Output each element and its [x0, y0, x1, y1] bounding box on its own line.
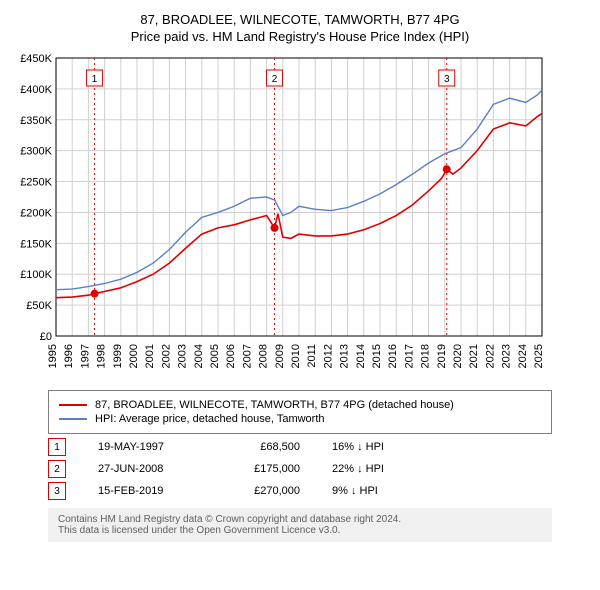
svg-text:2016: 2016 [387, 344, 399, 368]
svg-text:2019: 2019 [436, 344, 448, 368]
marker-table-row: 2 27-JUN-2008 £175,000 22% ↓ HPI [48, 460, 552, 478]
svg-text:£100K: £100K [20, 269, 52, 281]
svg-text:2009: 2009 [274, 344, 286, 368]
chart-area: £0 £50K £100K £150K £200K £250K £300K £350K £400… [10, 52, 590, 382]
legend-label: 87, BROADLEE, WILNECOTE, TAMWORTH, B77 4… [95, 399, 454, 411]
svg-text:2000: 2000 [128, 344, 140, 368]
chart-svg: £0 £50K £100K £150K £200K £250K £300K £350K £400… [10, 52, 550, 382]
marker-diff: 22% ↓ HPI [332, 463, 384, 475]
legend-label: HPI: Average price, detached house, Tamw… [95, 413, 325, 425]
chart-subtitle: Price paid vs. HM Land Registry's House … [10, 29, 590, 44]
marker-date: 15-FEB-2019 [98, 485, 198, 497]
svg-text:2011: 2011 [306, 344, 318, 368]
marker-price: £270,000 [230, 485, 300, 497]
svg-text:2005: 2005 [209, 344, 221, 368]
svg-text:2014: 2014 [355, 344, 367, 368]
marker-number-box: 1 [48, 438, 66, 456]
svg-text:2018: 2018 [420, 344, 432, 368]
svg-text:£200K: £200K [20, 207, 52, 219]
marker-price: £68,500 [230, 441, 300, 453]
svg-text:2017: 2017 [403, 344, 415, 368]
svg-text:£450K: £450K [20, 53, 52, 65]
footer-line-1: Contains HM Land Registry data © Crown c… [58, 514, 542, 525]
svg-text:2020: 2020 [452, 344, 464, 368]
legend-row: HPI: Average price, detached house, Tamw… [59, 413, 541, 425]
svg-text:2001: 2001 [144, 344, 156, 368]
svg-text:£0: £0 [40, 331, 52, 343]
svg-text:£400K: £400K [20, 84, 52, 96]
marker-diff: 9% ↓ HPI [332, 485, 378, 497]
svg-text:2015: 2015 [371, 344, 383, 368]
svg-text:£350K: £350K [20, 115, 52, 127]
svg-text:1997: 1997 [79, 344, 91, 368]
legend-swatch [59, 404, 87, 406]
svg-text:2021: 2021 [468, 344, 480, 368]
marker-number-box: 3 [48, 482, 66, 500]
svg-text:1996: 1996 [63, 344, 75, 368]
svg-text:£50K: £50K [26, 300, 52, 312]
svg-text:2008: 2008 [258, 344, 270, 368]
svg-text:£150K: £150K [20, 238, 52, 250]
svg-text:2010: 2010 [290, 344, 302, 368]
svg-text:2013: 2013 [339, 344, 351, 368]
chart-title: 87, BROADLEE, WILNECOTE, TAMWORTH, B77 4… [10, 12, 590, 27]
svg-text:2025: 2025 [533, 344, 545, 368]
legend-swatch [59, 418, 87, 420]
marker-table-row: 1 19-MAY-1997 £68,500 16% ↓ HPI [48, 438, 552, 456]
footer-line-2: This data is licensed under the Open Gov… [58, 525, 542, 536]
marker-date: 27-JUN-2008 [98, 463, 198, 475]
legend: 87, BROADLEE, WILNECOTE, TAMWORTH, B77 4… [48, 390, 552, 434]
marker-date: 19-MAY-1997 [98, 441, 198, 453]
svg-text:2022: 2022 [484, 344, 496, 368]
svg-text:2007: 2007 [241, 344, 253, 368]
marker-table-row: 3 15-FEB-2019 £270,000 9% ↓ HPI [48, 482, 552, 500]
marker-price: £175,000 [230, 463, 300, 475]
svg-text:2024: 2024 [517, 344, 529, 368]
svg-text:2023: 2023 [501, 344, 513, 368]
svg-text:1998: 1998 [96, 344, 108, 368]
svg-text:1999: 1999 [112, 344, 124, 368]
svg-text:2003: 2003 [177, 344, 189, 368]
svg-text:3: 3 [444, 74, 450, 85]
marker-diff: 16% ↓ HPI [332, 441, 384, 453]
svg-text:£250K: £250K [20, 177, 52, 189]
svg-text:1995: 1995 [47, 344, 59, 368]
marker-table: 1 19-MAY-1997 £68,500 16% ↓ HPI 2 27-JUN-2008… [48, 438, 552, 500]
svg-text:2012: 2012 [322, 344, 334, 368]
svg-text:1: 1 [92, 74, 98, 85]
svg-text:2: 2 [272, 74, 278, 85]
footer-attribution: Contains HM Land Registry data © Crown c… [48, 508, 552, 542]
svg-text:2006: 2006 [225, 344, 237, 368]
marker-number-box: 2 [48, 460, 66, 478]
legend-row: 87, BROADLEE, WILNECOTE, TAMWORTH, B77 4… [59, 399, 541, 411]
svg-text:2004: 2004 [193, 344, 205, 368]
svg-text:2002: 2002 [160, 344, 172, 368]
svg-text:£300K: £300K [20, 146, 52, 158]
